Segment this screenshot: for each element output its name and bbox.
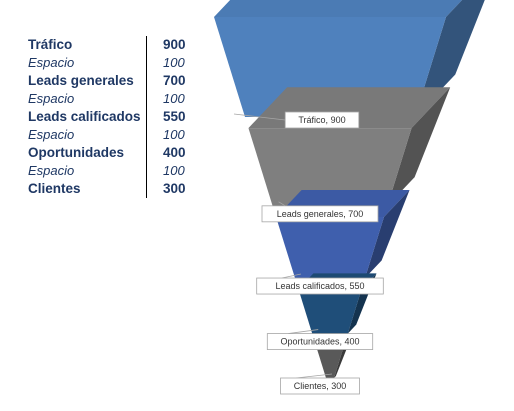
funnel-stage — [248, 87, 451, 206]
table-row: Leads calificados 550 — [28, 108, 186, 126]
funnel-stage-side — [387, 87, 451, 206]
data-label-leader — [281, 273, 302, 279]
table-row: Leads generales 700 — [28, 72, 186, 90]
row-value: 550 — [145, 108, 186, 126]
funnel-stage-front — [298, 289, 362, 334]
data-label: Leads generales, 700 — [277, 209, 364, 219]
funnel-stage-side — [365, 189, 410, 279]
data-label-leader — [233, 113, 286, 121]
row-value: 900 — [145, 36, 186, 54]
data-label-box — [266, 333, 374, 350]
row-label: Espacio — [28, 127, 75, 142]
data-table: Tráfico 900 Espacio 100 Leads generales 700 Es… — [28, 36, 186, 198]
table-row: Oportunidades 400 — [28, 144, 186, 162]
row-value: 100 — [145, 126, 186, 144]
table-row-gap: Espacio 100 — [28, 126, 186, 144]
table-row: Clientes 300 — [28, 180, 186, 198]
row-value: 100 — [145, 54, 186, 72]
table-row-gap: Espacio 100 — [28, 90, 186, 108]
row-value: 100 — [145, 90, 186, 108]
row-label: Leads calificados — [28, 109, 141, 124]
row-label: Espacio — [28, 163, 75, 178]
row-label: Espacio — [28, 55, 75, 70]
row-value: 300 — [145, 180, 186, 198]
data-label-leader — [278, 201, 286, 207]
data-label-leader — [296, 373, 333, 379]
row-value: 400 — [145, 144, 186, 162]
funnel-stage-front — [276, 216, 384, 279]
funnel-stages — [214, 0, 485, 378]
data-label-box — [284, 111, 360, 129]
row-value: 700 — [145, 72, 186, 90]
row-label: Tráfico — [28, 37, 73, 52]
funnel-stage-top — [214, 0, 463, 17]
data-label-leader — [288, 329, 319, 334]
data-label: Oportunidades, 400 — [280, 337, 359, 347]
row-value: 100 — [145, 162, 186, 180]
row-label: Leads generales — [28, 73, 134, 88]
table-row-gap: Espacio 100 — [28, 162, 186, 180]
row-label: Oportunidades — [28, 145, 125, 160]
table-row: Tráfico 900 — [28, 36, 186, 54]
funnel-stage-front — [248, 128, 412, 206]
row-label: Clientes — [28, 181, 81, 196]
data-label-box — [261, 205, 379, 223]
funnel-stage — [276, 189, 410, 279]
data-label: Clientes, 300 — [294, 381, 347, 391]
data-label-box — [256, 277, 384, 295]
funnel-stage-front — [315, 344, 345, 378]
row-label: Espacio — [28, 91, 75, 106]
data-label: Tráfico, 900 — [298, 115, 345, 125]
data-label-box — [280, 377, 360, 395]
table-row-gap: Espacio 100 — [28, 54, 186, 72]
data-labels: Tráfico, 900 Leads generales, 700 Leads ca… — [233, 111, 384, 395]
data-label: Leads calificados, 550 — [275, 281, 364, 291]
